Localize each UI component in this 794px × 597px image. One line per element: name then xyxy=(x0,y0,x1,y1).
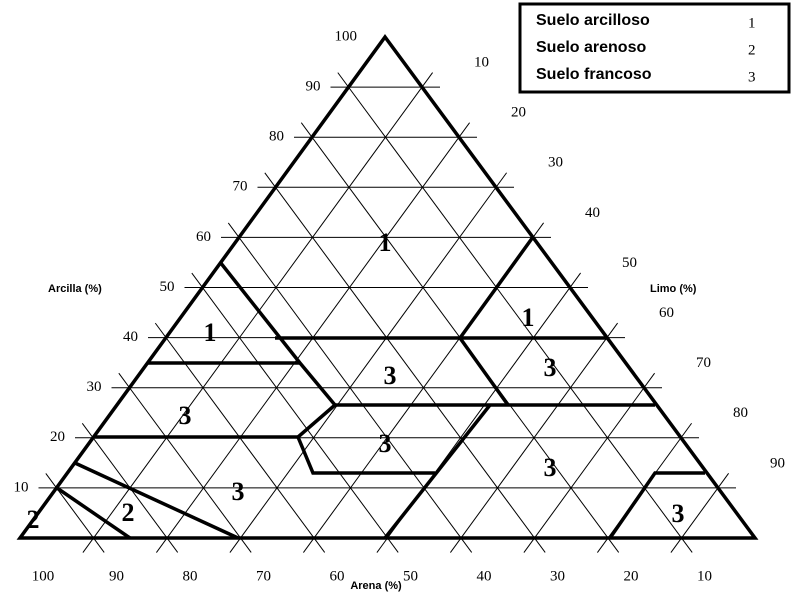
legend-label: Suelo arenoso xyxy=(536,39,646,56)
region-label: 3 xyxy=(544,353,557,382)
region-label: 1 xyxy=(379,228,392,257)
left-tick-label: 20 xyxy=(50,429,65,445)
grid-line xyxy=(449,322,619,553)
boundary xyxy=(608,471,705,539)
bottom-tick-label: 90 xyxy=(109,568,124,584)
grid-line xyxy=(523,372,656,553)
boundary xyxy=(56,486,131,540)
labels: 100 90 80 70 60 50 40 30 20 10 10 20 30 40 50 60 70 80 90 1… xyxy=(14,12,786,592)
bottom-tick-label: 40 xyxy=(477,568,492,584)
grid-line xyxy=(118,372,252,553)
bottom-tick-label: 100 xyxy=(32,568,55,584)
right-tick-label: 40 xyxy=(585,205,600,221)
region-label: 2 xyxy=(27,505,40,534)
right-tick-label: 10 xyxy=(474,55,489,71)
bottom-tick-label: 50 xyxy=(403,568,418,584)
bottom-tick-label: 30 xyxy=(550,568,565,584)
region-label: 3 xyxy=(232,477,245,506)
axis-label: Arena (%) xyxy=(350,580,402,592)
left-tick-label: 70 xyxy=(233,179,248,195)
region-label: 3 xyxy=(384,361,397,390)
bottom-tick-label: 20 xyxy=(624,568,639,584)
right-tick-label: 60 xyxy=(659,305,674,321)
boundary xyxy=(218,260,435,475)
left-tick-label: 30 xyxy=(87,379,102,395)
region-label: 1 xyxy=(522,303,535,332)
triangle-outline xyxy=(16,34,759,540)
axis-label: Arcilla (%) xyxy=(48,283,102,295)
right-tick-label: 50 xyxy=(622,255,637,271)
grid-line xyxy=(227,222,473,553)
legend-box xyxy=(518,2,791,94)
right-tick-label: 20 xyxy=(511,105,526,121)
grid-line xyxy=(229,172,508,553)
grid-line xyxy=(337,72,693,553)
right-tick-label: 90 xyxy=(770,455,785,471)
left-tick-label: 50 xyxy=(160,279,175,295)
legend-label: Suelo arcilloso xyxy=(536,12,650,29)
right-tick-label: 70 xyxy=(696,355,711,371)
bottom-tick-label: 10 xyxy=(697,568,712,584)
boundary xyxy=(74,461,239,540)
legend-key: 3 xyxy=(748,69,756,85)
region-label: 3 xyxy=(544,453,557,482)
grid xyxy=(38,72,736,553)
grid-line xyxy=(191,272,399,553)
region-label: 2 xyxy=(122,498,135,527)
boundary xyxy=(383,403,492,540)
region-label: 3 xyxy=(379,429,392,458)
right-tick-label: 30 xyxy=(548,155,563,171)
left-tick-label: 60 xyxy=(196,229,211,245)
boundary xyxy=(457,235,535,407)
grid-line xyxy=(264,172,546,553)
grid-line xyxy=(82,72,434,553)
region-label: 1 xyxy=(204,318,217,347)
left-tick-label: 100 xyxy=(335,28,358,44)
region-label: 3 xyxy=(179,401,192,430)
bottom-tick-label: 70 xyxy=(256,568,271,584)
legend-key: 1 xyxy=(748,15,756,31)
left-tick-label: 80 xyxy=(269,129,284,145)
boundaries xyxy=(16,34,759,540)
region-label: 3 xyxy=(672,499,685,528)
legend-label: Suelo francoso xyxy=(536,66,652,83)
bottom-tick-label: 80 xyxy=(183,568,198,584)
left-tick-label: 40 xyxy=(123,329,138,345)
bottom-tick-label: 60 xyxy=(330,568,345,584)
left-tick-label: 90 xyxy=(306,79,321,95)
right-tick-label: 80 xyxy=(733,405,748,421)
axis-label: Limo (%) xyxy=(650,283,697,295)
legend-key: 2 xyxy=(748,42,756,58)
left-tick-label: 10 xyxy=(14,479,29,495)
